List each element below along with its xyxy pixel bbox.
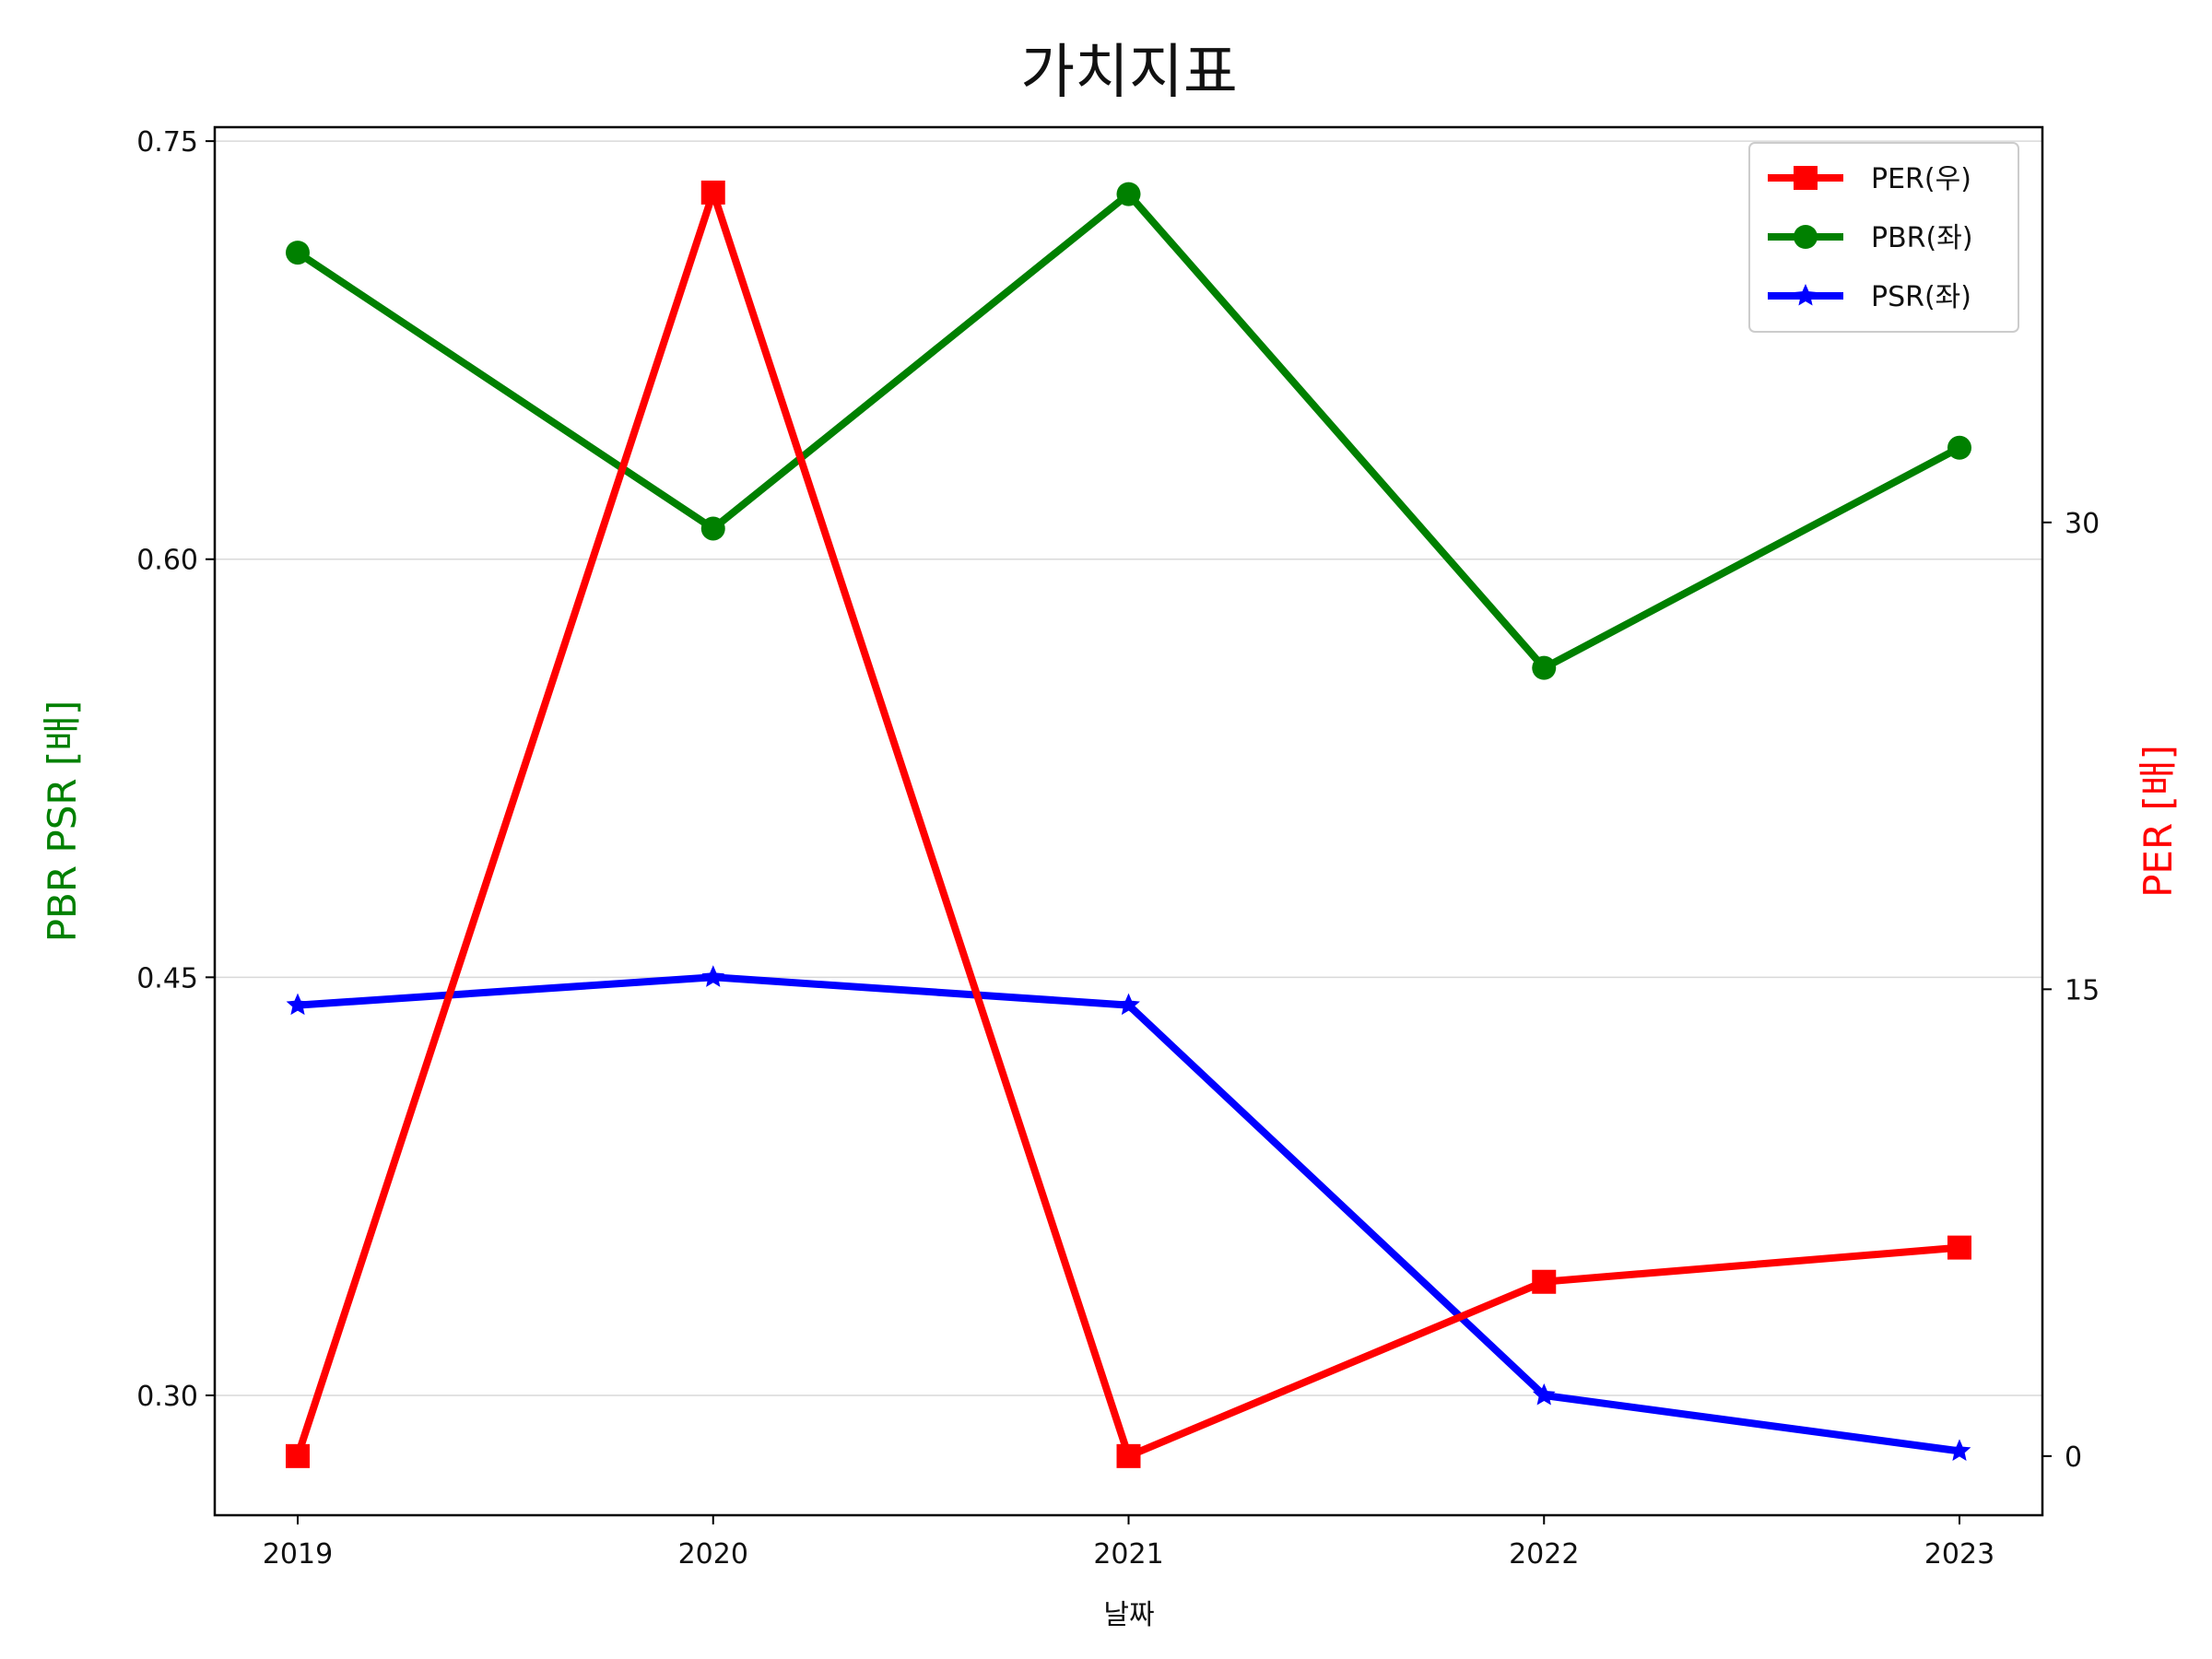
data-point-pbr: [1947, 435, 1971, 460]
x-tick-label: 2021: [1093, 1538, 1163, 1571]
data-point-pbr: [286, 241, 310, 265]
legend-marker: [1794, 166, 1818, 190]
legend-item-psr: PSR(좌): [1768, 281, 1971, 313]
x-axis-title: 날짜: [1103, 1599, 1154, 1631]
data-point-psr: [1532, 1383, 1556, 1406]
legend-item-pbr: PBR(좌): [1768, 222, 1973, 254]
legend-item-per: PER(우): [1768, 163, 1971, 195]
left-axis-ticks: 0.30 0.45 0.60 0.75: [136, 126, 215, 1413]
right-tick-label: 15: [2065, 974, 2100, 1006]
series-per: [286, 180, 1971, 1468]
legend: PER(우) PBR(좌) PSR(좌): [1748, 142, 2019, 333]
data-point-per: [1947, 1235, 1971, 1260]
series-psr: [286, 965, 1971, 1461]
right-axis-ticks: 0 15 30: [2042, 508, 2100, 1474]
legend-label: PSR(좌): [1871, 281, 1971, 313]
data-point-psr: [1947, 1439, 1971, 1461]
x-tick-label: 2023: [1924, 1538, 1994, 1571]
legend-box: [1748, 142, 2019, 333]
series-pbr: [286, 182, 1971, 680]
x-tick-label: 2022: [1509, 1538, 1579, 1571]
legend-marker: [1794, 284, 1818, 306]
data-point-pbr: [1116, 182, 1141, 206]
series-layer: [286, 180, 1971, 1468]
legend-label: PBR(좌): [1871, 222, 1973, 254]
legend-marker: [1794, 225, 1818, 249]
data-point-per: [1532, 1269, 1557, 1294]
left-tick-label: 0.45: [136, 962, 198, 994]
x-axis-ticks: 2019 2020 2021 2022 2023: [263, 1515, 1994, 1571]
data-point-pbr: [700, 516, 725, 541]
data-point-per: [1116, 1443, 1141, 1468]
gridlines: [215, 140, 2042, 1396]
legend-label: PER(우): [1871, 163, 1971, 195]
data-point-per: [286, 1443, 310, 1468]
data-point-per: [700, 180, 725, 205]
left-axis-title: PBR PSR [배]: [40, 700, 85, 943]
data-point-psr: [286, 993, 310, 1016]
left-tick-label: 0.60: [136, 545, 198, 577]
right-tick-label: 30: [2065, 508, 2100, 540]
right-axis-title: PER [배]: [2136, 745, 2181, 898]
left-tick-label: 0.75: [136, 126, 198, 159]
x-tick-label: 2019: [263, 1538, 333, 1571]
data-point-psr: [701, 965, 725, 987]
data-point-pbr: [1532, 655, 1557, 680]
x-tick-label: 2020: [678, 1538, 748, 1571]
left-tick-label: 0.30: [136, 1381, 198, 1413]
chart-title: 가치지표: [1020, 39, 1238, 107]
right-tick-label: 0: [2065, 1441, 2082, 1474]
data-point-psr: [1117, 993, 1140, 1016]
